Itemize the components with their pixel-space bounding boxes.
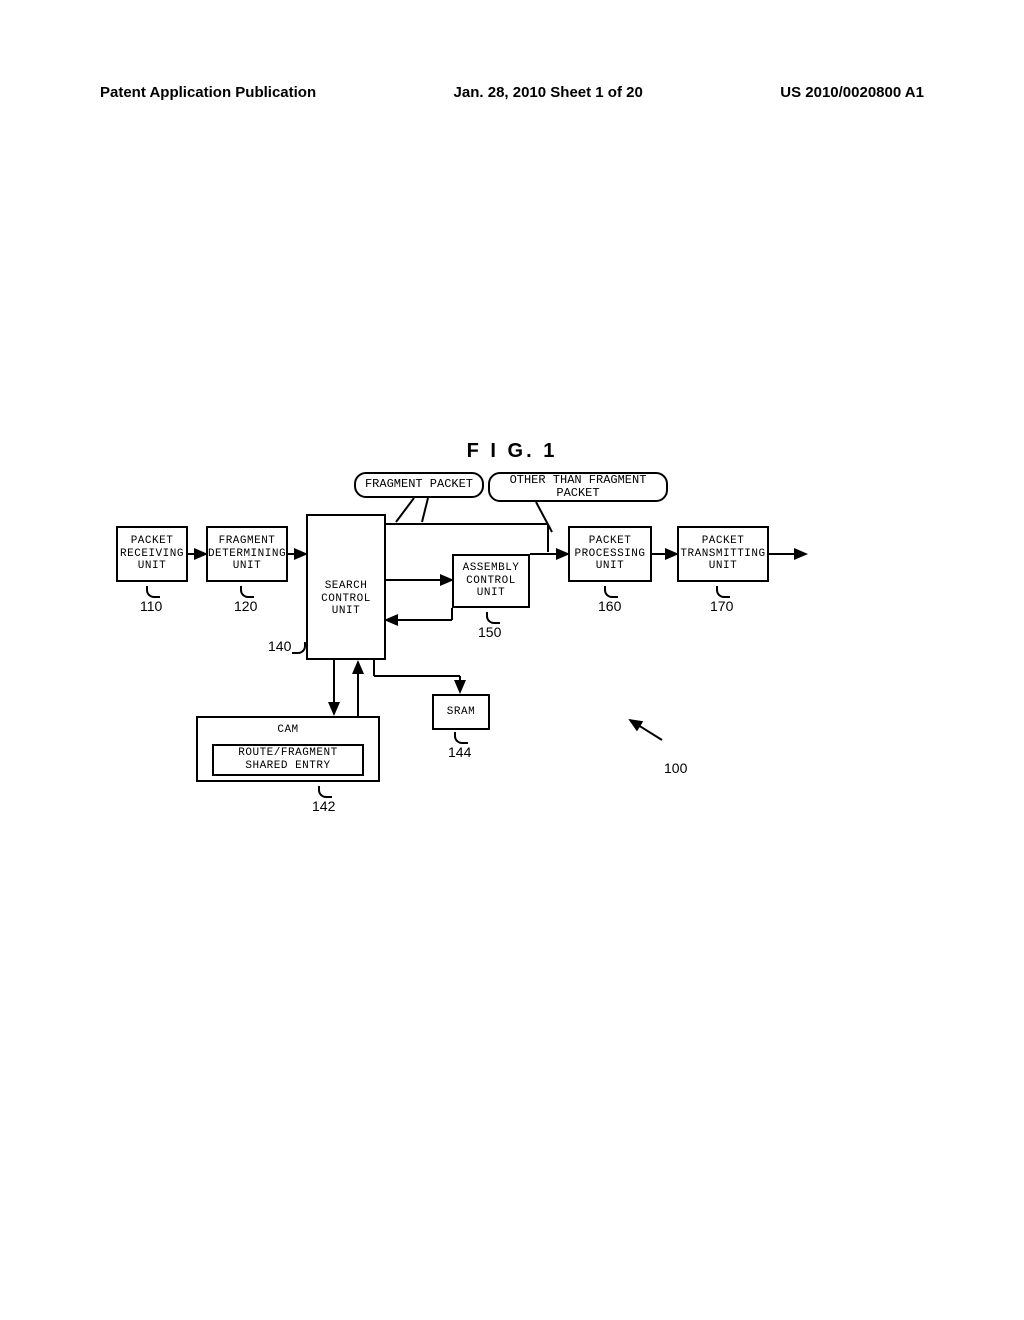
hook-140 <box>292 642 306 654</box>
hook-120 <box>240 586 254 598</box>
box-fragment-determining: FRAGMENT DETERMINING UNIT <box>206 526 288 582</box>
hook-150 <box>486 612 500 624</box>
header-left: Patent Application Publication <box>100 84 316 101</box>
box-packet-transmitting: PACKET TRANSMITTING UNIT <box>677 526 769 582</box>
page: Patent Application Publication Jan. 28, … <box>0 0 1024 1320</box>
header-center: Jan. 28, 2010 Sheet 1 of 20 <box>454 84 643 101</box>
box-route-fragment: ROUTE/FRAGMENT SHARED ENTRY <box>212 744 364 776</box>
ref-142: 142 <box>312 798 335 814</box>
ref-140: 140 <box>268 638 291 654</box>
bubble-other: OTHER THAN FRAGMENT PACKET <box>488 472 668 502</box>
hook-170 <box>716 586 730 598</box>
ref-170: 170 <box>710 598 733 614</box>
box-packet-processing: PACKET PROCESSING UNIT <box>568 526 652 582</box>
hook-110 <box>146 586 160 598</box>
bubble-fragment: FRAGMENT PACKET <box>354 472 484 498</box>
ref-110: 110 <box>140 598 162 614</box>
box-packet-receiving: PACKET RECEIVING UNIT <box>116 526 188 582</box>
box-sram: SRAM <box>432 694 490 730</box>
hook-160 <box>604 586 618 598</box>
ref-150: 150 <box>478 624 501 640</box>
box-assembly-control: ASSEMBLY CONTROL UNIT <box>452 554 530 608</box>
ref-160: 160 <box>598 598 621 614</box>
ref-100: 100 <box>664 760 687 776</box>
ref-120: 120 <box>234 598 257 614</box>
page-header: Patent Application Publication Jan. 28, … <box>100 84 924 101</box>
header-right: US 2010/0020800 A1 <box>780 84 924 101</box>
hook-142 <box>318 786 332 798</box>
box-search-control: SEARCH CONTROL UNIT <box>306 514 386 660</box>
ref-144: 144 <box>448 744 471 760</box>
hook-144 <box>454 732 468 744</box>
diagram-canvas: FRAGMENT PACKET OTHER THAN FRAGMENT PACK… <box>116 470 896 880</box>
figure-title: F I G. 1 <box>0 440 1024 463</box>
